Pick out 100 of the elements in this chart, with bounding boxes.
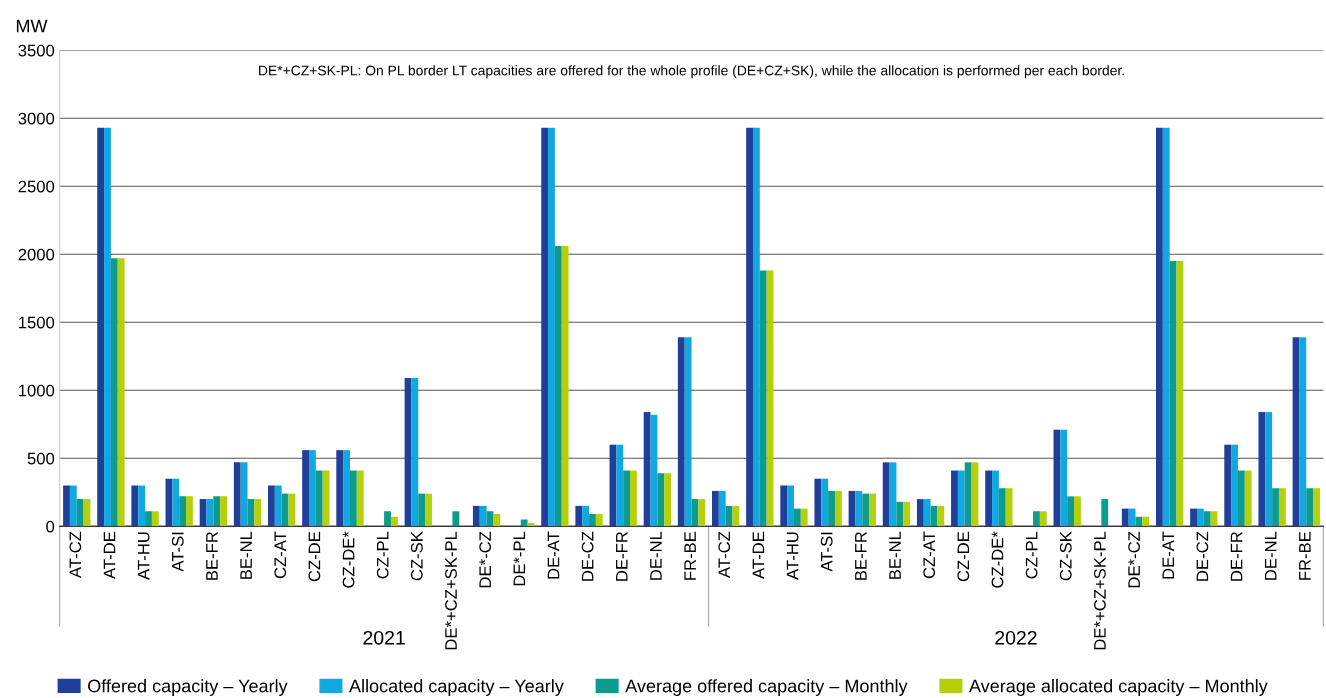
x-tick-label: FR-BE <box>684 531 696 580</box>
bar <box>472 505 480 527</box>
bar <box>63 485 70 527</box>
x-tick-label: BE-FR <box>206 531 218 580</box>
bar <box>220 496 228 527</box>
bar <box>752 127 760 527</box>
x-tick-label: DE-AT <box>1162 531 1174 579</box>
bar <box>1162 127 1170 527</box>
x-tick-label: AT-HU <box>786 532 799 580</box>
x-tick-label: CZ-DE* <box>342 531 355 588</box>
y-tick-label: 1000 <box>19 384 55 397</box>
bar <box>828 490 835 527</box>
bar <box>793 508 801 527</box>
bar <box>787 485 794 527</box>
bar <box>1176 261 1184 527</box>
bar <box>452 511 460 527</box>
x-tick-label: CZ-DE* <box>991 531 1004 588</box>
bar <box>814 478 822 527</box>
bar <box>254 499 262 527</box>
bar <box>957 470 965 527</box>
x-tick-label: DE*+CZ+SK-PL <box>1094 531 1106 650</box>
bar <box>274 485 282 527</box>
bar <box>677 337 685 527</box>
bar <box>630 470 637 527</box>
bar <box>97 127 105 527</box>
bar <box>698 499 706 527</box>
x-tick-label: DE-FR <box>616 531 628 581</box>
x-tick-label: AT-SI <box>171 532 184 572</box>
x-tick-label: DE-CZ <box>581 531 594 581</box>
bar <box>985 470 993 527</box>
x-tick-label: FR-BE <box>1299 531 1311 580</box>
bar <box>69 485 77 527</box>
legend-label: Offered capacity – Yearly <box>88 679 288 696</box>
bar <box>131 485 139 527</box>
bar <box>288 493 296 527</box>
y-tick-label: 2500 <box>18 180 55 193</box>
bar <box>1060 429 1068 527</box>
x-tick-label: CZ-DE <box>957 531 970 582</box>
y-tick-label: 3000 <box>18 112 55 125</box>
bar <box>199 499 207 527</box>
bar <box>855 490 863 527</box>
bar <box>411 378 419 527</box>
bar <box>418 493 426 527</box>
bar <box>561 246 569 527</box>
bar <box>76 499 84 527</box>
bar <box>623 470 631 527</box>
bar <box>1299 337 1307 527</box>
bar <box>992 470 999 527</box>
x-tick-label: AT-SI <box>820 532 833 572</box>
bar <box>343 450 350 527</box>
bar <box>110 258 118 527</box>
text: 2021 <box>363 630 405 645</box>
bar <box>664 473 672 527</box>
bar <box>1005 488 1013 527</box>
x-tick-label: BE-NL <box>889 531 901 579</box>
text: 2022 <box>995 630 1037 645</box>
bar <box>759 270 767 527</box>
bar <box>916 499 924 527</box>
bar <box>213 496 221 527</box>
bar <box>384 511 391 527</box>
bar <box>589 514 596 527</box>
x-tick-label: CZ-SK <box>1059 531 1072 581</box>
x-tick-label: CZ-PL <box>376 531 389 579</box>
x-tick-label: AT-HU <box>137 532 150 580</box>
bar <box>1278 488 1286 527</box>
annotation: DE*+CZ+SK-PL: On PL border LT capacities are offered for the whole profile (DE+CZ+SK), while the allocation is performed per each border. <box>259 65 1124 79</box>
bar <box>117 258 125 527</box>
bar <box>1121 508 1129 527</box>
bar <box>718 490 726 527</box>
legend-label: Average allocated capacity – Monthly <box>968 679 1268 696</box>
bar <box>1265 412 1273 527</box>
bar <box>1203 511 1211 527</box>
bar <box>302 450 309 527</box>
legend-label: Average offered capacity – Monthly <box>625 679 908 696</box>
x-tick-label: DE-CZ <box>1196 531 1209 581</box>
bar <box>732 505 740 527</box>
y-tick-label: 1500 <box>19 316 55 329</box>
bar <box>616 444 624 527</box>
bar <box>268 485 275 527</box>
bar <box>548 127 555 527</box>
bar <box>336 450 344 527</box>
bar <box>882 462 890 527</box>
x-tick-label: DE*+CZ+SK-PL <box>445 531 457 650</box>
x-tick-label: CZ-AT <box>923 531 936 579</box>
x-tick-label: DE-FR <box>1230 531 1243 581</box>
bar <box>998 488 1006 527</box>
bar <box>356 470 364 527</box>
bar <box>1101 499 1109 527</box>
y-tick-label: 500 <box>27 452 55 465</box>
bar <box>349 470 357 527</box>
bar <box>479 505 487 527</box>
x-tick-label: AT-DE <box>752 531 765 579</box>
bar <box>138 485 146 527</box>
bar <box>903 501 911 527</box>
bar <box>951 470 958 527</box>
bar <box>1142 516 1150 527</box>
bar <box>1128 508 1136 527</box>
bar <box>145 511 152 527</box>
bar <box>179 496 187 527</box>
bar <box>315 470 323 527</box>
